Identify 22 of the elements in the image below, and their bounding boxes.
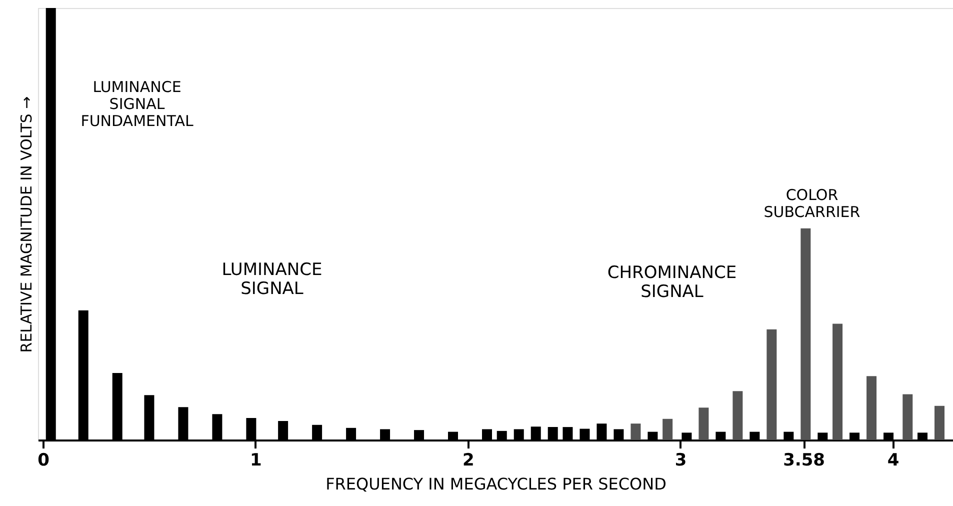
annotation: COLOR SUBCARRIER [764, 186, 860, 221]
x-tick-label: 1 [250, 450, 262, 470]
bar [766, 329, 777, 440]
bar [866, 376, 877, 440]
y-axis-title: RELATIVE MAGNITUDE IN VOLTS → [18, 96, 36, 353]
bar [934, 406, 944, 440]
bar [630, 424, 641, 440]
x-tick-label: 0 [38, 450, 50, 470]
annotation: CHROMINANCE SIGNAL [607, 263, 737, 302]
x-tick-label: 3 [674, 450, 687, 470]
bar [662, 418, 673, 440]
annotation: LUMINANCE SIGNAL [222, 260, 322, 299]
bar [732, 391, 743, 440]
annotation: LUMINANCE SIGNAL FUNDAMENTAL [80, 78, 194, 130]
bar [902, 394, 913, 440]
x-tick-label: 4 [887, 450, 900, 470]
bar [832, 324, 843, 440]
bar [698, 408, 709, 440]
x-tick-label: 3.58 [783, 450, 826, 470]
bar [800, 228, 811, 440]
x-tick-label: 2 [462, 450, 474, 470]
x-axis-title: FREQUENCY IN MEGACYCLES PER SECOND [326, 474, 666, 494]
